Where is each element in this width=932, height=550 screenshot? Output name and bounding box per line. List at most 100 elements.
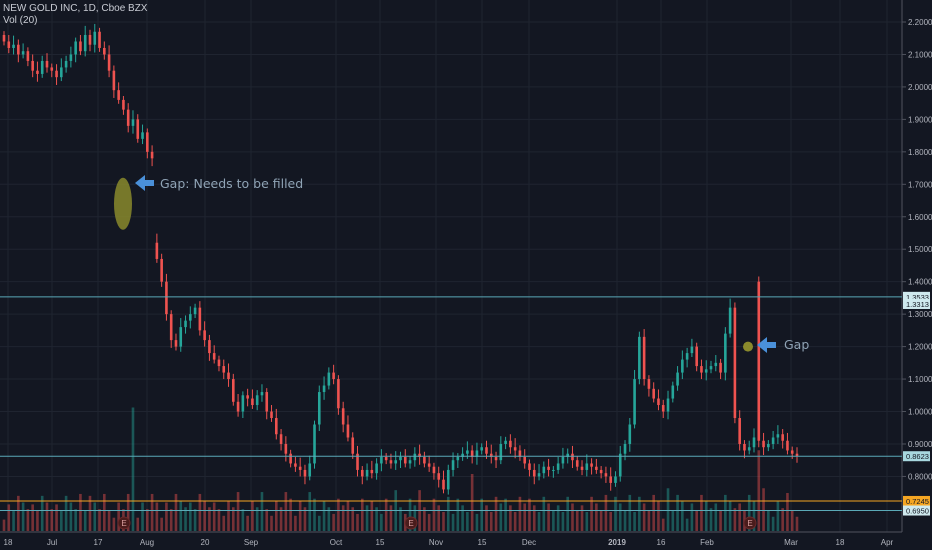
volume-bar	[360, 498, 364, 531]
gap-ellipse	[114, 177, 132, 230]
candle-body	[442, 479, 445, 490]
candle-body	[681, 359, 684, 373]
volume-bar	[652, 494, 655, 531]
candle-body	[657, 398, 660, 406]
earnings-marker-icon	[404, 516, 418, 530]
volume-bar	[647, 510, 651, 531]
volume-bar	[408, 498, 412, 531]
candle-body	[695, 346, 698, 367]
candle-body	[274, 418, 278, 435]
gap-annotation-text-small: Gap	[784, 337, 810, 352]
volume-bar	[236, 492, 240, 531]
candle-body	[141, 132, 144, 139]
gap-annotation-text: Gap: Needs to be filled	[160, 176, 304, 191]
volume-bar	[442, 512, 445, 531]
price-label-box	[903, 451, 930, 462]
volume-bar	[88, 495, 92, 531]
candle-body	[98, 31, 101, 48]
grid	[0, 0, 902, 532]
candle-body	[709, 366, 713, 370]
candle-body	[131, 119, 135, 126]
volume-bar	[590, 496, 593, 531]
arrow-icon	[135, 175, 154, 191]
candle-body	[93, 31, 97, 45]
candle-body	[451, 460, 455, 470]
volume-bar	[542, 496, 546, 531]
volume-bar	[695, 510, 698, 531]
volume-bar	[776, 501, 780, 531]
volume-bar	[690, 503, 694, 531]
x-tick-label: Nov	[429, 538, 443, 547]
candle-body	[504, 440, 507, 444]
candle-body	[604, 473, 608, 477]
volume-bar	[724, 494, 727, 531]
candle-body	[17, 44, 20, 55]
candle-body	[418, 453, 421, 457]
candle-body	[40, 60, 44, 74]
candle-body	[446, 469, 450, 490]
volume-bar	[93, 502, 97, 531]
candle-body	[184, 320, 187, 328]
candle-body	[762, 440, 765, 448]
volume-bar	[475, 513, 479, 531]
volume-bar	[513, 512, 517, 531]
volume-bar	[446, 496, 450, 531]
volume-bar	[222, 515, 226, 531]
volume-bar	[131, 407, 135, 531]
y-tick-label: 1.1000	[908, 375, 932, 384]
candle-body	[317, 392, 321, 425]
candle-body	[585, 463, 589, 470]
volume-bar	[786, 493, 789, 531]
candle-body	[489, 453, 493, 457]
volume-bar	[585, 512, 589, 531]
candle-body	[518, 450, 522, 457]
volume-bar	[36, 511, 39, 531]
candle-body	[241, 395, 245, 412]
volume-bar	[284, 492, 288, 531]
volume-bar	[346, 500, 350, 531]
volume-bar	[232, 507, 235, 531]
candle-body	[294, 463, 297, 467]
y-tick-label: 2.0000	[908, 83, 932, 92]
earnings-marker-icon	[117, 516, 131, 530]
volume-bars	[2, 407, 799, 531]
candle-body	[790, 450, 794, 454]
volume-bar	[2, 519, 6, 531]
volume-bar	[733, 508, 737, 531]
candle-body	[236, 401, 240, 412]
x-tick-label: Feb	[700, 538, 714, 547]
candle-body	[752, 437, 756, 448]
x-tick-label: Apr	[881, 538, 894, 547]
candle-body	[150, 151, 154, 159]
candle-body	[7, 41, 11, 48]
candle-body	[432, 466, 436, 474]
candle-body	[117, 90, 120, 100]
volume-bar	[456, 498, 460, 531]
candle-body	[690, 346, 694, 354]
volume-bar	[771, 516, 775, 531]
volume-bar	[308, 492, 312, 531]
volume-bar	[628, 494, 632, 531]
candle-body	[685, 353, 689, 360]
candle-body	[327, 372, 331, 386]
candle-body	[279, 434, 283, 444]
volume-bar	[21, 502, 25, 531]
candle-body	[303, 469, 307, 477]
y-tick-label: 0.8000	[908, 472, 932, 481]
candle-body	[79, 41, 82, 52]
volume-bar	[136, 517, 140, 531]
candle-body	[714, 362, 718, 367]
candle-body	[12, 44, 15, 48]
candle-body	[475, 450, 479, 457]
volume-bar	[337, 498, 340, 531]
candle-body	[74, 41, 77, 55]
candle-body	[776, 434, 780, 438]
volume-bar	[260, 492, 264, 531]
candle-body	[704, 369, 708, 373]
volume-bar	[466, 512, 469, 531]
volume-bar	[489, 512, 493, 531]
x-tick-label: 15	[376, 538, 385, 547]
volume-bar	[790, 510, 794, 531]
volume-bar	[126, 493, 130, 531]
